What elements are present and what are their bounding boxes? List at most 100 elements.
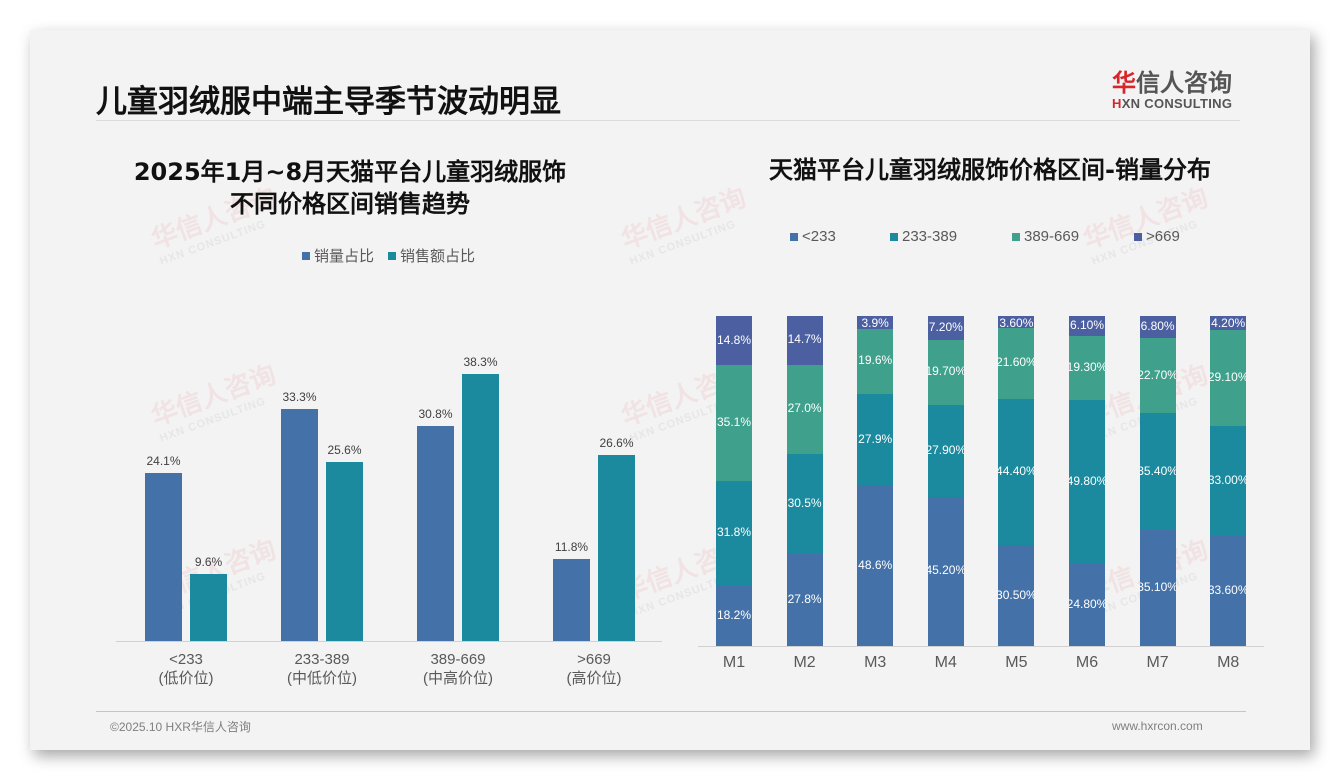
legend-label: 389-669: [1024, 228, 1080, 245]
bar-sales-volume: [281, 408, 318, 641]
segment-value-label: 3.9%: [861, 316, 889, 329]
watermark-cn: 华信人咨询: [617, 181, 750, 255]
legend-item-sales-volume: 销量占比: [302, 245, 374, 266]
stack-segment: 33.00%: [1210, 426, 1247, 536]
segment-value-label: 27.90%: [927, 442, 964, 457]
legend-swatch-icon: [302, 251, 310, 260]
segment-value-label: 19.30%: [1069, 359, 1105, 374]
segment-value-label: 35.1%: [716, 415, 752, 430]
segment-value-label: 45.20%: [927, 563, 964, 578]
right-chart-title: 天猫平台儿童羽绒服饰价格区间-销量分布: [769, 156, 1211, 184]
category-range: 233-389: [294, 651, 350, 668]
left-chart-title-line2: 不同价格区间销售趋势: [230, 190, 470, 218]
segment-value-label: 27.9%: [858, 431, 893, 446]
stack-segment: 14.7%: [786, 316, 823, 365]
segment-value-label: 24.80%: [1069, 597, 1105, 612]
segment-value-label: 3.60%: [999, 315, 1034, 328]
x-axis-line: [698, 646, 1264, 647]
stack-segment: 48.6%: [857, 485, 894, 646]
segment-value-label: 21.60%: [998, 355, 1035, 370]
left-chart-legend: 销量占比 销售额占比: [302, 245, 489, 266]
segment-value-label: 22.70%: [1139, 367, 1176, 382]
month-label: M6: [1075, 654, 1099, 671]
footer-copyright: ©2025.10 HXR华信人咨询: [110, 720, 251, 734]
stack-segment: 35.40%: [1139, 413, 1176, 531]
segment-value-label: 35.40%: [1139, 463, 1176, 478]
month-label: M4: [934, 654, 957, 671]
stack-segment: 49.80%: [1069, 399, 1105, 565]
category-range: >669: [577, 651, 611, 668]
bar-sales-volume: [145, 472, 182, 641]
bar-sales-amount: [598, 455, 635, 641]
legend-label: 销量占比: [314, 248, 375, 265]
segment-value-label: 14.7%: [787, 332, 822, 347]
category-label: 389-669 (中高价位): [393, 650, 523, 688]
logo-cn-first: 华: [1112, 69, 1136, 97]
segment-value-label: 6.10%: [1069, 318, 1105, 333]
segment-value-label: 18.2%: [716, 607, 752, 622]
segment-value-label: 29.10%: [1210, 370, 1247, 385]
stack-segment: 24.80%: [1069, 564, 1105, 646]
bar-value-label: 26.6%: [599, 436, 634, 451]
segment-value-label: 33.00%: [1210, 472, 1247, 487]
segment-value-label: 30.50%: [998, 587, 1035, 602]
bar-value-label: 24.1%: [146, 453, 181, 468]
segment-value-label: 49.80%: [1069, 473, 1105, 488]
category-tier: (中高价位): [423, 670, 493, 687]
stack-segment: 19.30%: [1069, 336, 1105, 400]
right-chart-legend: <233 233-389 389-669 >669: [790, 228, 1214, 245]
stack-segment: 35.10%: [1139, 530, 1176, 646]
stack-segment: 30.5%: [786, 453, 823, 555]
segment-value-label: 27.0%: [787, 401, 822, 416]
segment-value-label: 7.20%: [928, 319, 963, 334]
stack-segment: 27.9%: [857, 393, 894, 486]
legend-label: >669: [1146, 228, 1180, 245]
stack-segment: 27.0%: [786, 364, 823, 454]
segment-value-label: 30.5%: [787, 495, 822, 510]
legend-label: 销售额占比: [400, 248, 476, 265]
legend-item: >669: [1134, 228, 1214, 245]
segment-value-label: 4.20%: [1211, 316, 1246, 331]
bar-value-label: 25.6%: [327, 443, 362, 458]
category-label: 233-389 (中低价位): [257, 650, 387, 688]
right-stacked-bar-chart: 18.2% 31.8% 35.1% 14.8% M1 27.8% 30.5% 27.0% 14.…: [698, 300, 1268, 700]
logo-cn: 华信人咨询: [1112, 63, 1252, 98]
bar-sales-amount: [190, 573, 227, 641]
page-title: 儿童羽绒服中端主导季节波动明显: [96, 84, 561, 120]
segment-value-label: 19.6%: [858, 353, 893, 368]
bar-value-label: 11.8%: [554, 539, 589, 554]
stack-segment: 19.70%: [927, 339, 964, 405]
bar-sales-volume: [553, 558, 590, 641]
stack-segment: 7.20%: [927, 316, 964, 340]
segment-value-label: 48.6%: [858, 557, 893, 572]
segment-value-label: 19.70%: [927, 364, 964, 379]
stack-segment: 35.1%: [716, 365, 752, 481]
legend-label: <233: [802, 228, 836, 245]
bar-sales-volume: [417, 426, 454, 641]
bar-sales-amount: [326, 462, 363, 641]
stack-segment: 31.8%: [716, 481, 752, 586]
footer-divider: [96, 711, 1246, 712]
logo-en-first: H: [1112, 96, 1122, 111]
segment-value-label: 27.8%: [787, 592, 822, 607]
left-chart-title-line1: 2025年1月~8月天猫平台儿童羽绒服饰: [133, 158, 567, 186]
segment-value-label: 31.8%: [716, 525, 752, 540]
title-divider: [96, 120, 1240, 121]
legend-swatch-icon: [1012, 232, 1020, 241]
stack-segment: 30.50%: [998, 545, 1035, 646]
segment-value-label: 35.10%: [1139, 580, 1176, 595]
stack-segment: 29.10%: [1210, 330, 1247, 427]
stack-segment: 27.90%: [927, 404, 964, 497]
bar-value-label: 33.3%: [282, 389, 317, 404]
legend-swatch-icon: [388, 251, 397, 260]
left-bar-chart: 24.1% 9.6% <233 (低价位) 33.3% 25.6% 233-389 (中低价位…: [116, 260, 662, 700]
category-label: >669 (高价位): [529, 650, 659, 688]
logo-en: HXN CONSULTING: [1112, 96, 1252, 111]
footer-website: www.hxrcon.com: [1112, 719, 1203, 733]
legend-swatch-icon: [790, 232, 798, 241]
stack-segment: 4.20%: [1210, 316, 1247, 331]
month-label: M3: [864, 654, 887, 671]
segment-value-label: 44.40%: [998, 464, 1035, 479]
